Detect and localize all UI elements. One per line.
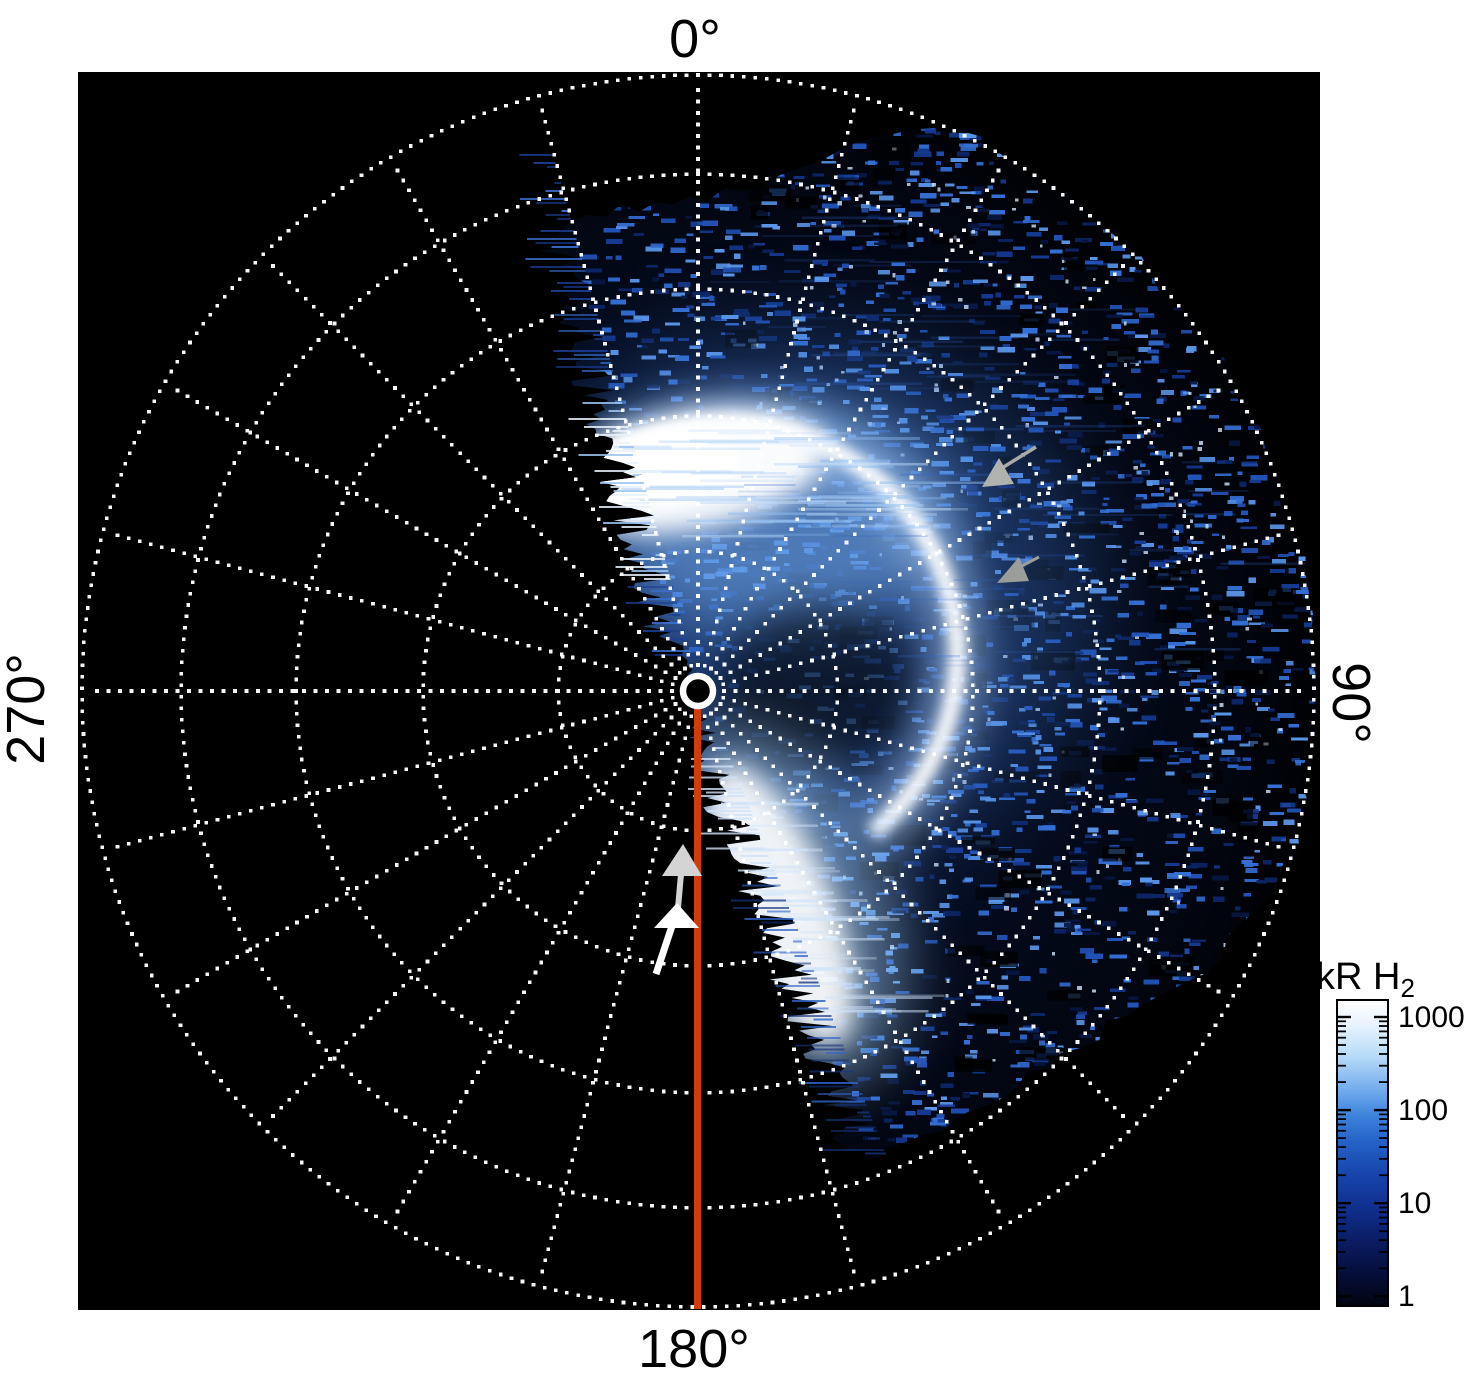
angle-label-180: 180°	[638, 1319, 750, 1379]
angle-label-0: 0°	[669, 9, 721, 69]
gray-guide-arrow-head	[662, 844, 702, 876]
colorbar-title-main: kR H	[1316, 956, 1400, 998]
pointer-arrow-lower-head	[997, 557, 1029, 583]
pointer-arrow-upper-shaft	[1001, 445, 1037, 470]
colorbar-ticks	[1338, 1015, 1387, 1298]
pole-ring	[679, 672, 717, 710]
colorbar-tick-100: 100	[1398, 1094, 1448, 1127]
streak-texture	[613, 130, 1320, 1013]
colorbar-tick-10: 10	[1398, 1187, 1431, 1220]
gray-guide-arrow-shaft	[675, 873, 684, 909]
pointer-arrow-upper-head	[982, 458, 1014, 487]
colorbar: kR H2 1000 100 10 1	[1316, 956, 1465, 1313]
pointer-arrows	[982, 445, 1040, 583]
colorbar-title-sub: 2	[1400, 973, 1414, 1003]
colorbar-tick-1000: 1000	[1398, 1001, 1465, 1034]
white-guide-arrow-head	[654, 903, 699, 928]
angle-label-270: 270°	[0, 653, 56, 765]
colorbar-title: kR H2	[1316, 956, 1415, 1003]
colorbar-gradient	[1336, 999, 1389, 1307]
white-guide-arrow-shaft	[652, 924, 676, 976]
angle-label-90: 90°	[1321, 662, 1381, 744]
guide-arrows	[652, 844, 702, 976]
colorbar-tick-1: 1	[1398, 1280, 1415, 1313]
